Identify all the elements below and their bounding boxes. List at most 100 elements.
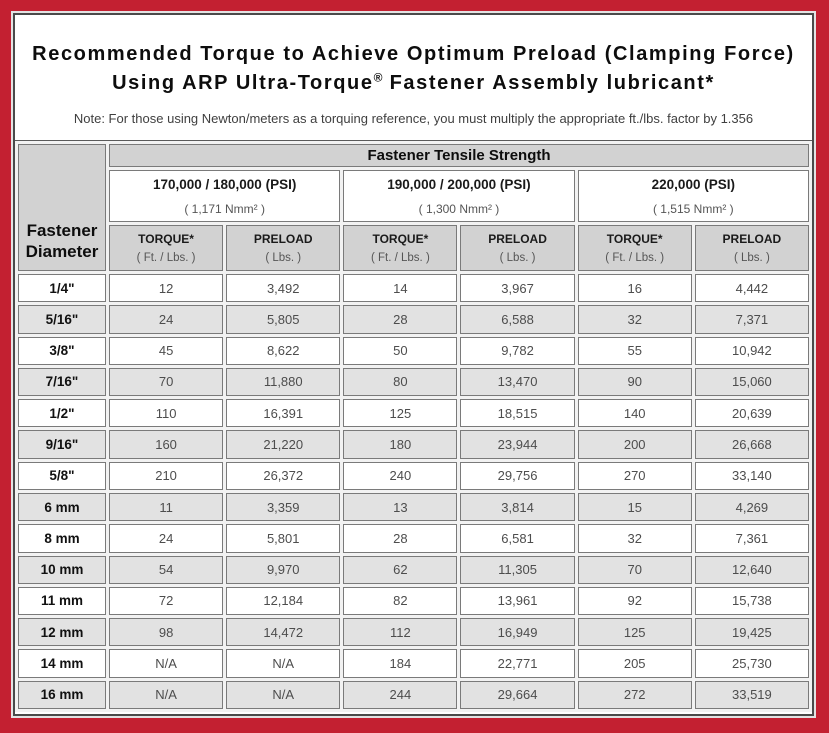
registered-trademark-symbol: ® — [373, 70, 383, 85]
value-cell: 240 — [343, 461, 458, 490]
diameter-cell: 11 mm — [18, 586, 106, 616]
value-cell: 33,519 — [694, 680, 809, 709]
value-cell: 24 — [109, 524, 224, 553]
torque-unit-label: ( Ft. / Lbs. ) — [370, 252, 430, 264]
value-cell: 15,060 — [694, 367, 809, 397]
value-cell: 9,970 — [226, 555, 341, 584]
value-cell: 180 — [343, 430, 458, 459]
psi-group-header-1: 170,000 / 180,000 (PSI) ( 1,171 Nmm² ) — [109, 170, 341, 222]
preload-column-header-2: PRELOAD ( Lbs. ) — [460, 225, 575, 271]
value-cell: 13 — [343, 492, 458, 522]
torque-label: TORQUE* — [372, 232, 429, 246]
value-cell: 4,269 — [694, 492, 809, 522]
diameter-cell: 1/4" — [18, 274, 106, 303]
value-cell: 62 — [343, 555, 458, 584]
value-cell: 140 — [577, 399, 692, 428]
value-cell: 125 — [577, 618, 692, 647]
table-row: 1/4" 12 3,492 14 3,967 16 4,442 — [18, 274, 809, 303]
diameter-cell: 3/8" — [18, 336, 106, 365]
value-cell: 10,942 — [694, 336, 809, 365]
value-cell: 70 — [109, 367, 224, 397]
table-row: 9/16" 160 21,220 180 23,944 200 26,668 — [18, 430, 809, 459]
preload-unit-label: ( Lbs. ) — [265, 252, 302, 264]
value-cell: 184 — [343, 649, 458, 678]
table-row: 5/8" 210 26,372 240 29,756 270 33,140 — [18, 461, 809, 490]
diameter-cell: 16 mm — [18, 680, 106, 709]
title-block: Recommended Torque to Achieve Optimum Pr… — [15, 15, 812, 140]
value-cell: 9,782 — [460, 336, 575, 365]
preload-label: PRELOAD — [488, 232, 547, 246]
value-cell: 24 — [109, 305, 224, 334]
value-cell: N/A — [226, 649, 341, 678]
torque-unit-label: ( Ft. / Lbs. ) — [136, 252, 196, 264]
value-cell: 13,961 — [460, 586, 575, 616]
title-line2-text: Using ARP Ultra-Torque — [112, 72, 374, 94]
value-cell: 110 — [109, 399, 224, 428]
diameter-cell: 10 mm — [18, 555, 106, 584]
value-cell: 14,472 — [226, 618, 341, 647]
value-cell: 12,184 — [226, 586, 341, 616]
preload-label: PRELOAD — [253, 232, 313, 246]
value-cell: 50 — [343, 336, 458, 365]
value-cell: 13,470 — [460, 367, 575, 397]
nmm-rating-3: ( 1,515 Nmm² ) — [652, 201, 734, 216]
value-cell: 55 — [577, 336, 692, 365]
value-cell: 205 — [577, 649, 692, 678]
value-cell: 8,622 — [226, 336, 341, 365]
torque-column-header-1: TORQUE* ( Ft. / Lbs. ) — [109, 225, 224, 271]
torque-column-header-2: TORQUE* ( Ft. / Lbs. ) — [343, 225, 458, 271]
value-cell: 33,140 — [694, 461, 809, 490]
diameter-cell: 5/8" — [18, 461, 106, 490]
table-row: 16 mm N/A N/A 244 29,664 272 33,519 — [18, 680, 809, 709]
value-cell: 16 — [577, 274, 692, 303]
value-cell: 29,664 — [460, 680, 575, 709]
torque-spec-table: Fastener Diameter Fastener Tensile Stren… — [15, 140, 812, 712]
table-row: 10 mm 54 9,970 62 11,305 70 12,640 — [18, 555, 809, 584]
document-title-line1: Recommended Torque to Achieve Optimum Pr… — [32, 43, 795, 65]
table-row: 6 mm 11 3,359 13 3,814 15 4,269 — [18, 492, 809, 522]
value-cell: 12,640 — [694, 555, 809, 584]
psi-group-header-3: 220,000 (PSI) ( 1,515 Nmm² ) — [577, 170, 809, 222]
table-row: 12 mm 98 14,472 112 16,949 125 19,425 — [18, 618, 809, 647]
psi-group-header-2: 190,000 / 200,000 (PSI) ( 1,300 Nmm² ) — [343, 170, 575, 222]
diameter-cell: 7/16" — [18, 367, 106, 397]
nmm-rating-1: ( 1,171 Nmm² ) — [184, 201, 265, 216]
diameter-cell: 8 mm — [18, 524, 106, 553]
diameter-cell: 9/16" — [18, 430, 106, 459]
table-body: 1/4" 12 3,492 14 3,967 16 4,442 5/16" 24 5,805 28 6… — [18, 274, 809, 709]
value-cell: 14 — [343, 274, 458, 303]
value-cell: 3,359 — [226, 492, 341, 522]
table-row: 7/16" 70 11,880 80 13,470 90 15,060 — [18, 367, 809, 397]
diameter-cell: 12 mm — [18, 618, 106, 647]
value-cell: 270 — [577, 461, 692, 490]
value-cell: N/A — [226, 680, 341, 709]
preload-unit-label: ( Lbs. ) — [733, 252, 770, 264]
table-row: 1/2" 110 16,391 125 18,515 140 20,639 — [18, 399, 809, 428]
table-row: 11 mm 72 12,184 82 13,961 92 15,738 — [18, 586, 809, 616]
value-cell: 82 — [343, 586, 458, 616]
value-cell: 45 — [109, 336, 224, 365]
nmm-rating-2: ( 1,300 Nmm² ) — [418, 201, 500, 216]
value-cell: 23,944 — [460, 430, 575, 459]
value-cell: 5,801 — [226, 524, 341, 553]
torque-column-header-3: TORQUE* ( Ft. / Lbs. ) — [577, 225, 692, 271]
value-cell: 54 — [109, 555, 224, 584]
value-cell: 210 — [109, 461, 224, 490]
value-cell: 25,730 — [694, 649, 809, 678]
value-cell: 21,220 — [226, 430, 341, 459]
value-cell: 22,771 — [460, 649, 575, 678]
value-cell: 26,372 — [226, 461, 341, 490]
value-cell: 272 — [577, 680, 692, 709]
title-line2-text-after: Fastener Assembly lubricant* — [382, 72, 715, 94]
content-frame: Recommended Torque to Achieve Optimum Pr… — [13, 13, 814, 716]
value-cell: 32 — [577, 524, 692, 553]
value-cell: 11 — [109, 492, 224, 522]
value-cell: 3,814 — [460, 492, 575, 522]
value-cell: 29,756 — [460, 461, 575, 490]
value-cell: N/A — [109, 649, 224, 678]
value-cell: 20,639 — [694, 399, 809, 428]
value-cell: 200 — [577, 430, 692, 459]
preload-column-header-3: PRELOAD ( Lbs. ) — [694, 225, 809, 271]
torque-label: TORQUE* — [138, 232, 194, 246]
